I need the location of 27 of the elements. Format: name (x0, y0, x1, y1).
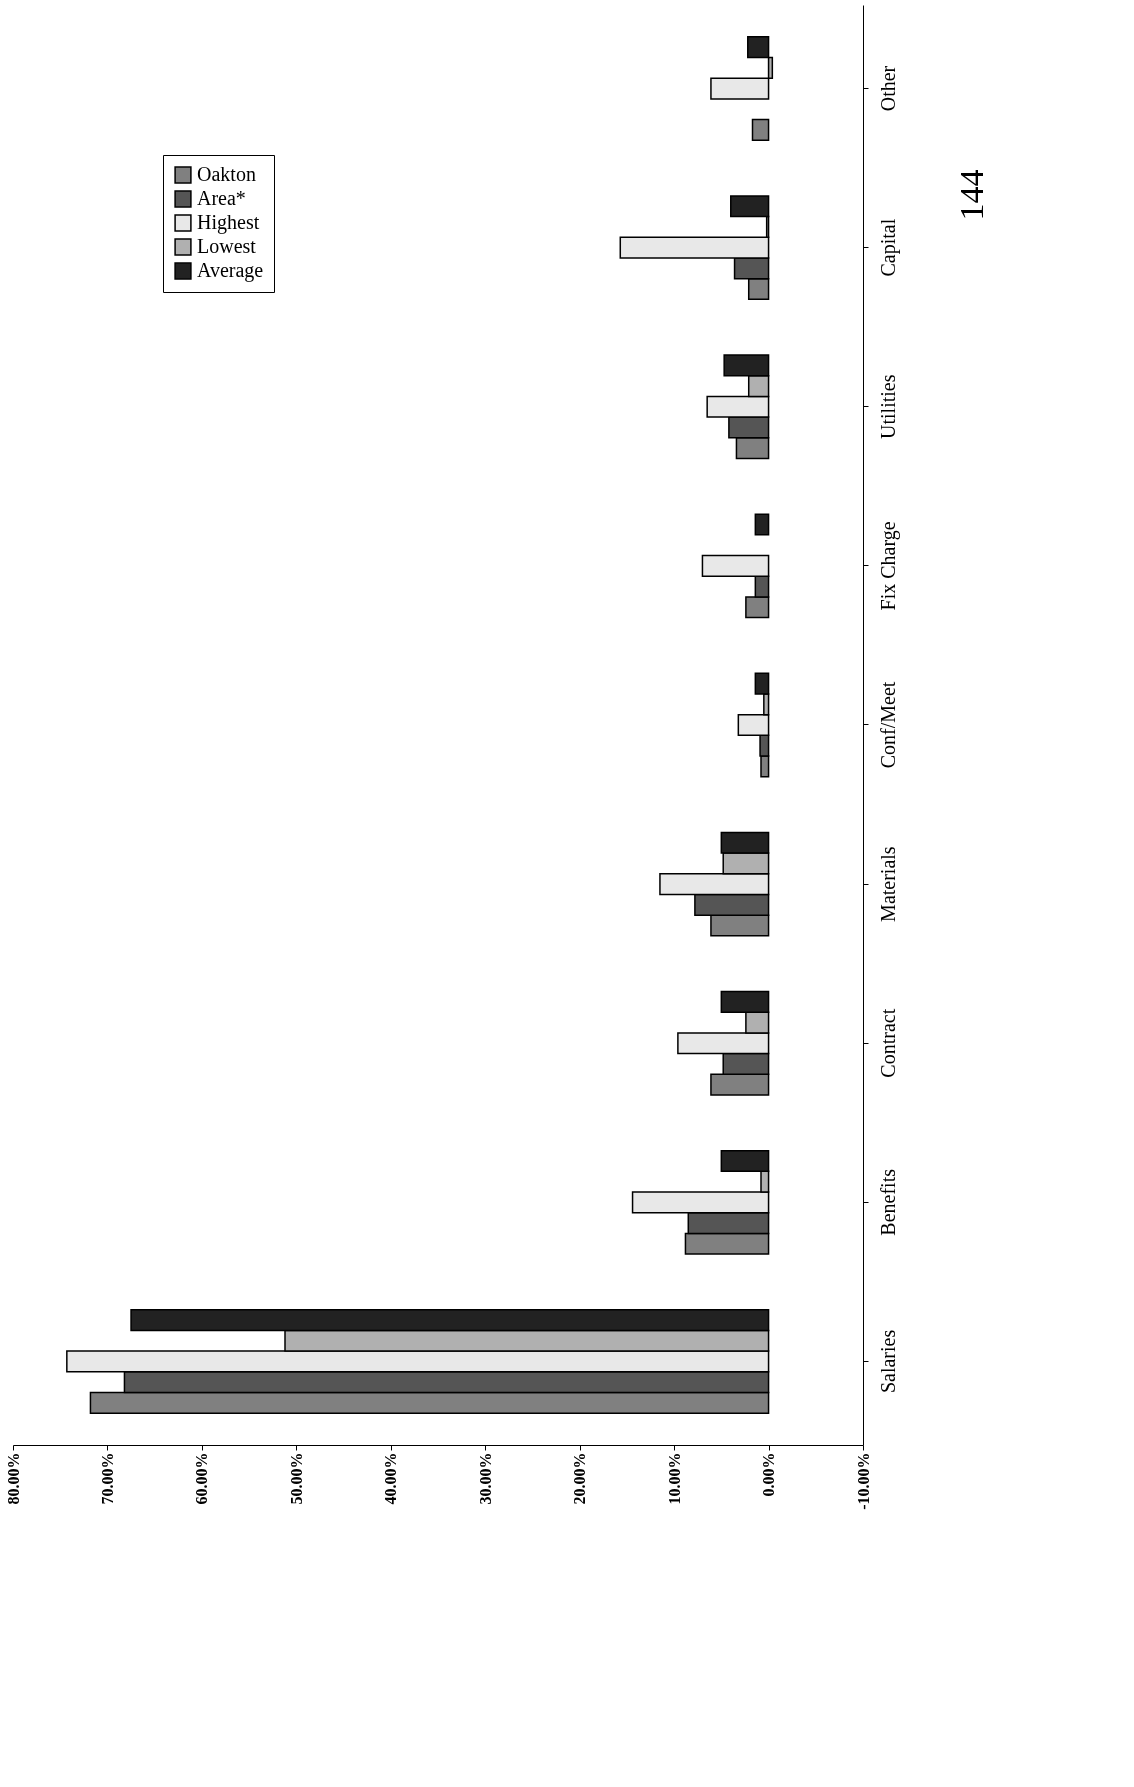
y-tick-label: Benefits (876, 1168, 899, 1236)
x-tick-label: -10.00% (854, 1452, 872, 1510)
y-tick-label: Materials (876, 846, 899, 922)
legend-label: Highest (197, 211, 260, 234)
x-tick-label: 30.00% (476, 1452, 494, 1505)
bar (751, 118, 770, 141)
x-tick-label: 80.00% (4, 1452, 22, 1505)
legend-label: Oakton (197, 163, 256, 185)
x-tick-label: 60.00% (193, 1452, 211, 1505)
x-tick-label: 20.00% (571, 1452, 589, 1505)
x-tick-label: 10.00% (665, 1452, 683, 1505)
y-tick-label: Utilities (876, 374, 899, 439)
bar (754, 513, 770, 536)
legend-label: Average (197, 259, 264, 282)
legend-label: Area* (197, 187, 246, 209)
y-tick-label: Fix Charge (876, 521, 900, 611)
x-tick-label: 40.00% (382, 1452, 400, 1505)
y-tick-label: Conf/Meet (876, 681, 899, 769)
y-tick-label: Salaries (876, 1329, 899, 1394)
y-tick-label: Capital (876, 218, 900, 277)
x-tick-label: 0.00% (760, 1452, 778, 1497)
y-tick-label: Contract (876, 1008, 899, 1078)
text: 144 (953, 169, 990, 221)
x-tick-label: 50.00% (287, 1452, 305, 1505)
y-tick-label: Other (876, 65, 899, 112)
x-tick-label: 70.00% (98, 1452, 116, 1505)
legend-label: Lowest (197, 235, 257, 257)
